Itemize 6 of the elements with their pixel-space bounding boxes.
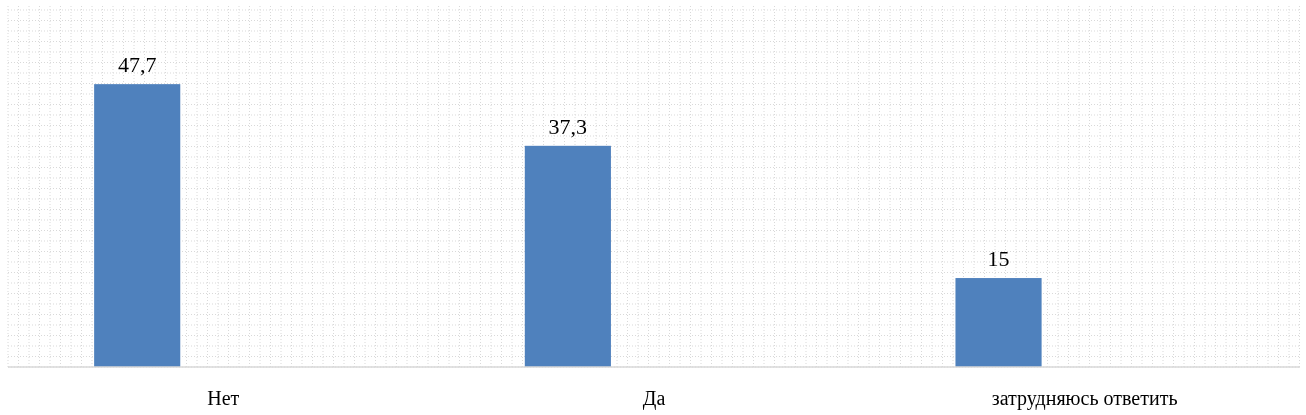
- x-tick-label: затрудняюсь ответить: [991, 387, 1178, 410]
- data-label: 47,7: [117, 52, 157, 78]
- x-tick-label: Нет: [207, 387, 240, 409]
- x-tick-label: Да: [642, 387, 666, 410]
- data-label: 37,3: [548, 113, 588, 139]
- data-label: 15: [987, 246, 1010, 272]
